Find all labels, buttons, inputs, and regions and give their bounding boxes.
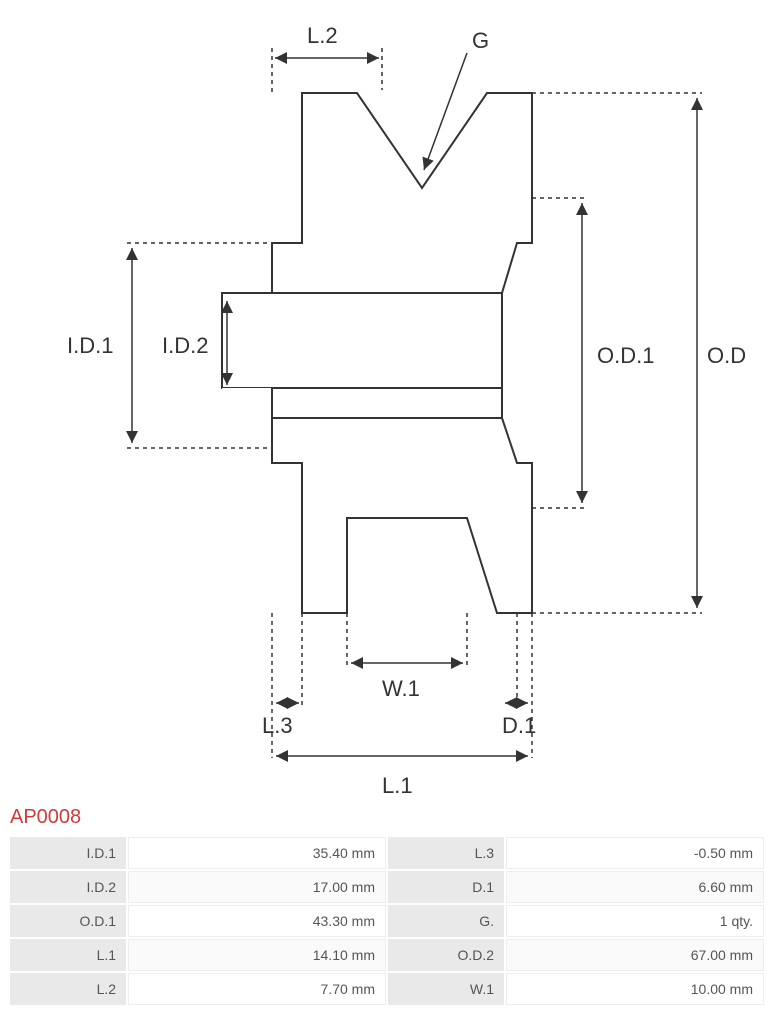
spec-key: G. [388, 905, 504, 937]
table-row: L.114.10 mmO.D.267.00 mm [10, 939, 764, 971]
spec-value: 67.00 mm [506, 939, 764, 971]
spec-value: -0.50 mm [506, 837, 764, 869]
label-ID1: I.D.1 [67, 333, 113, 358]
spec-key: I.D.1 [10, 837, 126, 869]
spec-value: 43.30 mm [128, 905, 386, 937]
pulley-cross-section-diagram: L.2 G I.D.1 I.D.2 O.D.1 O.D.2 W.1 L.3 D.… [27, 8, 747, 798]
diagram-container: L.2 G I.D.1 I.D.2 O.D.1 O.D.2 W.1 L.3 D.… [8, 8, 766, 798]
table-row: I.D.217.00 mmD.16.60 mm [10, 871, 764, 903]
spec-value: 14.10 mm [128, 939, 386, 971]
label-L1: L.1 [382, 773, 413, 798]
label-ID2: I.D.2 [162, 333, 208, 358]
specifications-table: I.D.135.40 mmL.3-0.50 mmI.D.217.00 mmD.1… [8, 835, 766, 1007]
label-L3: L.3 [262, 713, 293, 738]
spec-key: O.D.1 [10, 905, 126, 937]
spec-value: 17.00 mm [128, 871, 386, 903]
spec-value: 6.60 mm [506, 871, 764, 903]
label-OD2: O.D.2 [707, 343, 747, 368]
spec-key: L.2 [10, 973, 126, 1005]
label-OD1: O.D.1 [597, 343, 654, 368]
spec-key: L.3 [388, 837, 504, 869]
spec-value: 7.70 mm [128, 973, 386, 1005]
spec-key: L.1 [10, 939, 126, 971]
table-row: I.D.135.40 mmL.3-0.50 mm [10, 837, 764, 869]
spec-key: O.D.2 [388, 939, 504, 971]
table-row: L.27.70 mmW.110.00 mm [10, 973, 764, 1005]
spec-key: D.1 [388, 871, 504, 903]
spec-value: 35.40 mm [128, 837, 386, 869]
label-D1: D.1 [502, 713, 536, 738]
label-W1: W.1 [382, 676, 420, 701]
table-row: O.D.143.30 mmG.1 qty. [10, 905, 764, 937]
spec-key: W.1 [388, 973, 504, 1005]
part-number-title: AP0008 [10, 806, 766, 829]
spec-key: I.D.2 [10, 871, 126, 903]
spec-value: 1 qty. [506, 905, 764, 937]
label-G: G [472, 28, 489, 53]
label-L2: L.2 [307, 23, 338, 48]
spec-value: 10.00 mm [506, 973, 764, 1005]
